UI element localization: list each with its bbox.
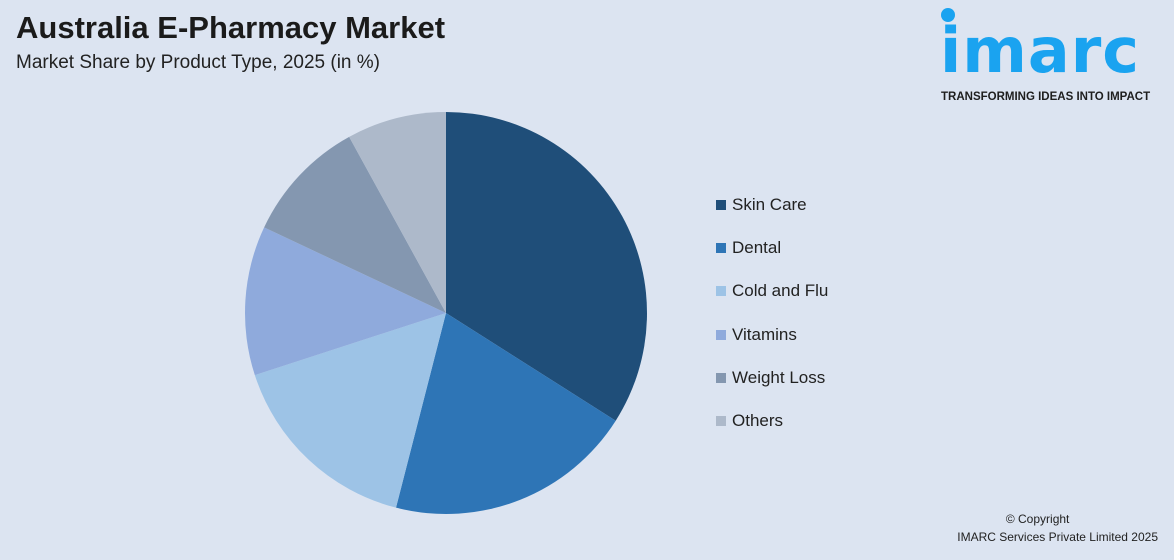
legend-item: Vitamins [716,313,828,356]
logo-tagline: TRANSFORMING IDEAS INTO IMPACT [941,91,1151,103]
copyright-company: IMARC Services Private Limited 2025 [957,530,1158,544]
legend-label: Vitamins [732,324,797,344]
logo-dot [941,8,955,22]
legend-label: Cold and Flu [732,281,829,301]
legend-label: Others [732,411,784,431]
pie-slice-others [349,112,446,313]
logo-wordmark: imarc [940,14,1141,87]
legend-label: Dental [732,237,782,257]
pie-slice-cold-and-flu [254,313,446,508]
pie-slice-skin-care [446,112,647,421]
copyright: © Copyright IMARC Services Private Limit… [957,510,1158,546]
chart-title: Australia E-Pharmacy Market [16,10,446,45]
legend-label: Skin Care [732,194,807,214]
legend: Skin Care Dental Cold and Flu Vitamins Weigh… [716,183,828,443]
chart-subtitle: Market Share by Product Type, 2025 (in %… [16,52,380,73]
legend-label: Weight Loss [732,367,826,387]
pie-slice-vitamins [244,227,446,376]
legend-item: Weight Loss [716,356,828,399]
pie-slice-dental [396,313,616,514]
legend-swatch [716,199,726,210]
legend-item: Others [716,399,828,442]
legend-swatch [716,372,726,383]
legend-swatch [716,286,726,297]
legend-item: Cold and Flu [716,270,828,313]
legend-item: Skin Care [716,183,828,226]
legend-swatch [716,416,726,427]
copyright-label: © Copyright [1005,512,1070,526]
legend-item: Dental [716,226,828,269]
pie-slice-weight-loss [264,136,446,313]
legend-swatch [716,242,726,253]
imarc-logo: imarc TRANSFORMING IDEAS INTO IMPACT [936,4,1166,104]
legend-swatch [716,329,726,340]
